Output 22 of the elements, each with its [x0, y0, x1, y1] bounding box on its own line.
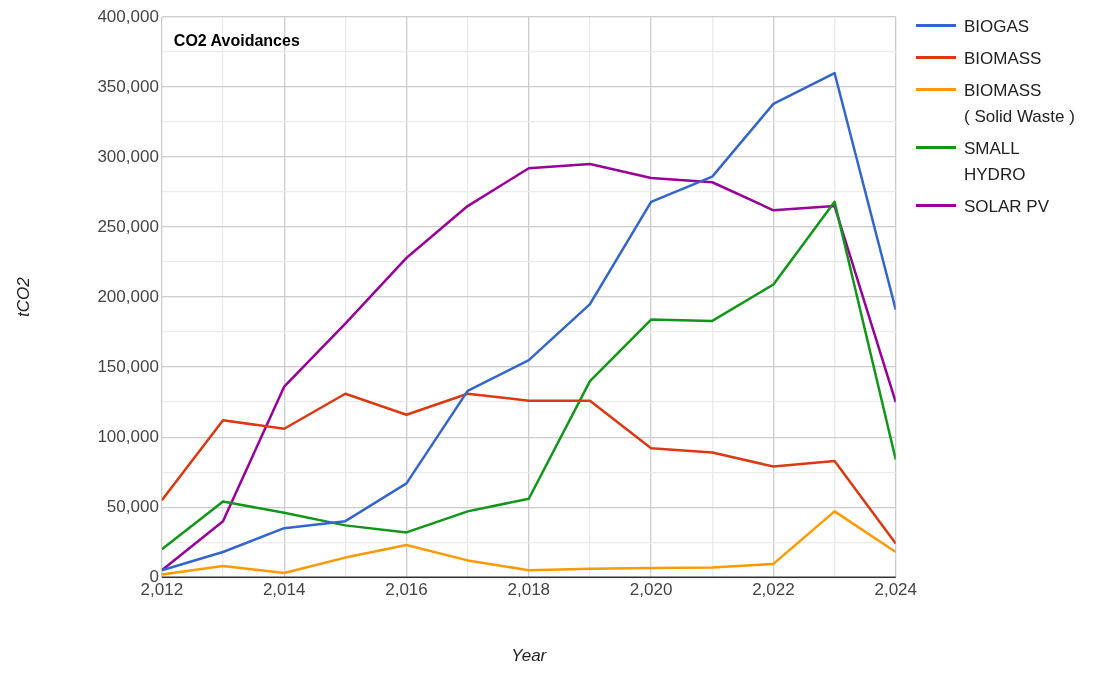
text: CO2 Avoidances	[173, 32, 300, 50]
y-tick-label: 400,000	[97, 6, 159, 26]
y-tick-label: 50,000	[106, 496, 159, 516]
legend-label: BIOGAS	[964, 16, 1030, 38]
y-tick-label: 150,000	[97, 356, 159, 376]
legend-label: SOLAR PV	[964, 196, 1050, 218]
y-tick-label: 100,000	[97, 426, 159, 446]
x-tick-label: 2,020	[629, 580, 673, 600]
legend-label: SMALL HYDRO	[964, 138, 1026, 186]
y-tick-label: 250,000	[97, 216, 159, 236]
y-tick-label: 350,000	[97, 76, 159, 96]
x-tick-label: 2,024	[874, 580, 917, 600]
legend-label: BIOMASS	[964, 48, 1042, 70]
y-tick-label: 300,000	[97, 146, 159, 166]
legend-label: BIOMASS ( Solid Waste )	[964, 80, 1075, 128]
y-axis-title: tCO2	[13, 276, 33, 317]
x-tick-label: 2,014	[262, 580, 306, 600]
x-tick-label: 2,018	[507, 580, 551, 600]
y-tick-label: 200,000	[97, 286, 159, 306]
x-axis-title: Year	[511, 645, 548, 665]
x-tick-label: 2,016	[385, 580, 428, 600]
x-tick-label: 2,022	[752, 580, 795, 600]
